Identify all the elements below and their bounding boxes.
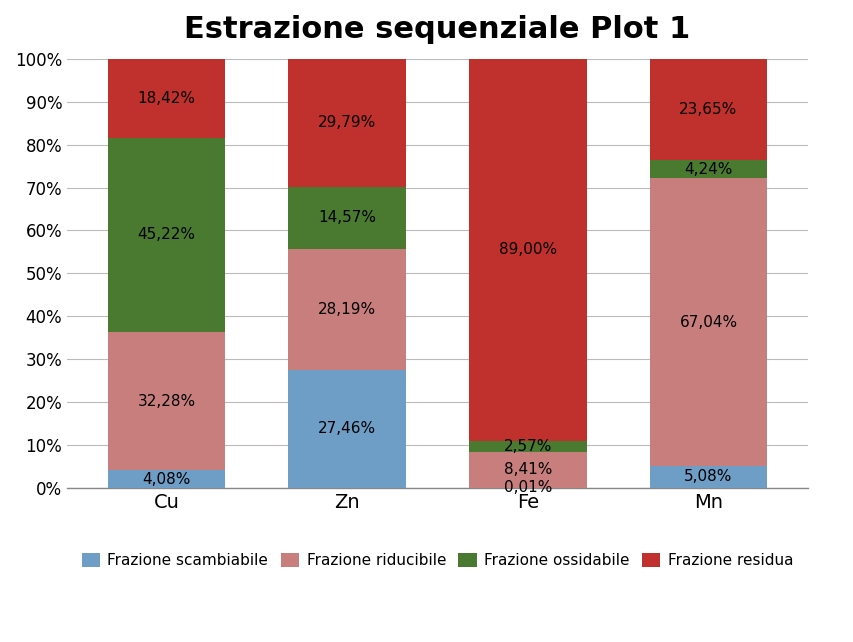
Text: 5,08%: 5,08% [683,469,732,485]
Text: 29,79%: 29,79% [317,115,376,130]
Bar [107,471,225,488]
Text: 89,00%: 89,00% [498,242,556,257]
Text: 67,04%: 67,04% [679,315,737,330]
Bar [649,178,766,466]
Text: 4,24%: 4,24% [683,162,732,177]
Bar [468,440,586,452]
Text: 45,22%: 45,22% [137,227,195,242]
Bar [288,59,405,187]
Legend: Frazione scambiabile, Frazione riducibile, Frazione ossidabile, Frazione residua: Frazione scambiabile, Frazione riducibil… [75,547,798,574]
Text: 32,28%: 32,28% [137,394,195,408]
Bar [649,160,766,178]
Text: 27,46%: 27,46% [317,421,376,437]
Bar [288,249,405,370]
Bar [107,138,225,332]
Bar [468,59,586,440]
Bar [288,187,405,249]
Text: 14,57%: 14,57% [318,211,375,225]
Text: 18,42%: 18,42% [137,91,195,106]
Bar [288,370,405,488]
Bar [107,59,225,138]
Text: 2,57%: 2,57% [503,438,551,454]
Text: 4,08%: 4,08% [142,472,190,487]
Bar [468,452,586,488]
Text: 28,19%: 28,19% [317,302,376,317]
Bar [107,332,225,471]
Bar [649,59,766,160]
Text: 8,41%: 8,41% [503,462,551,477]
Text: 23,65%: 23,65% [678,102,737,117]
Bar [649,466,766,488]
Title: Estrazione sequenziale Plot 1: Estrazione sequenziale Plot 1 [184,15,690,44]
Text: 0,01%: 0,01% [503,480,551,495]
